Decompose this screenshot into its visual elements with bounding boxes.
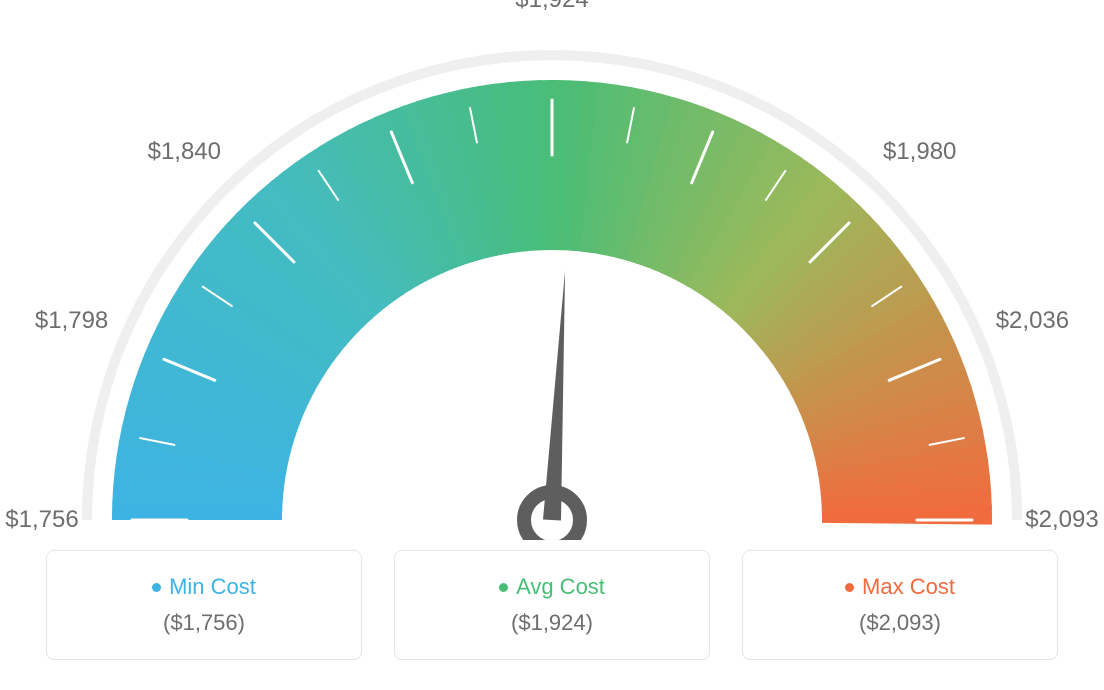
gauge-tick-label: $1,798 <box>35 307 108 335</box>
max-cost-title-text: Max Cost <box>862 574 955 600</box>
gauge-tick-label: $2,036 <box>996 307 1069 335</box>
max-cost-card: Max Cost ($2,093) <box>742 550 1058 660</box>
max-cost-title: Max Cost <box>845 574 955 600</box>
max-cost-value: ($2,093) <box>859 610 941 636</box>
gauge-tick-label: $1,980 <box>883 138 956 166</box>
min-cost-dot <box>152 583 161 592</box>
gauge-tick-label: $1,924 <box>515 0 588 14</box>
gauge-svg <box>0 0 1104 540</box>
min-cost-value: ($1,756) <box>163 610 245 636</box>
gauge-chart: $1,756 $1,798 $1,840 $1,924 $1,980 $2,036 $2,0… <box>0 0 1104 540</box>
max-cost-dot <box>845 583 854 592</box>
gauge-tick-label: $2,093 <box>1025 506 1098 534</box>
min-cost-title: Min Cost <box>152 574 256 600</box>
summary-cards: Min Cost ($1,756) Avg Cost ($1,924) Max … <box>0 550 1104 660</box>
avg-cost-value: ($1,924) <box>511 610 593 636</box>
avg-cost-card: Avg Cost ($1,924) <box>394 550 710 660</box>
avg-cost-title-text: Avg Cost <box>516 574 605 600</box>
avg-cost-dot <box>499 583 508 592</box>
gauge-tick-label: $1,840 <box>148 138 221 166</box>
avg-cost-title: Avg Cost <box>499 574 605 600</box>
min-cost-card: Min Cost ($1,756) <box>46 550 362 660</box>
gauge-tick-label: $1,756 <box>5 506 78 534</box>
min-cost-title-text: Min Cost <box>169 574 256 600</box>
